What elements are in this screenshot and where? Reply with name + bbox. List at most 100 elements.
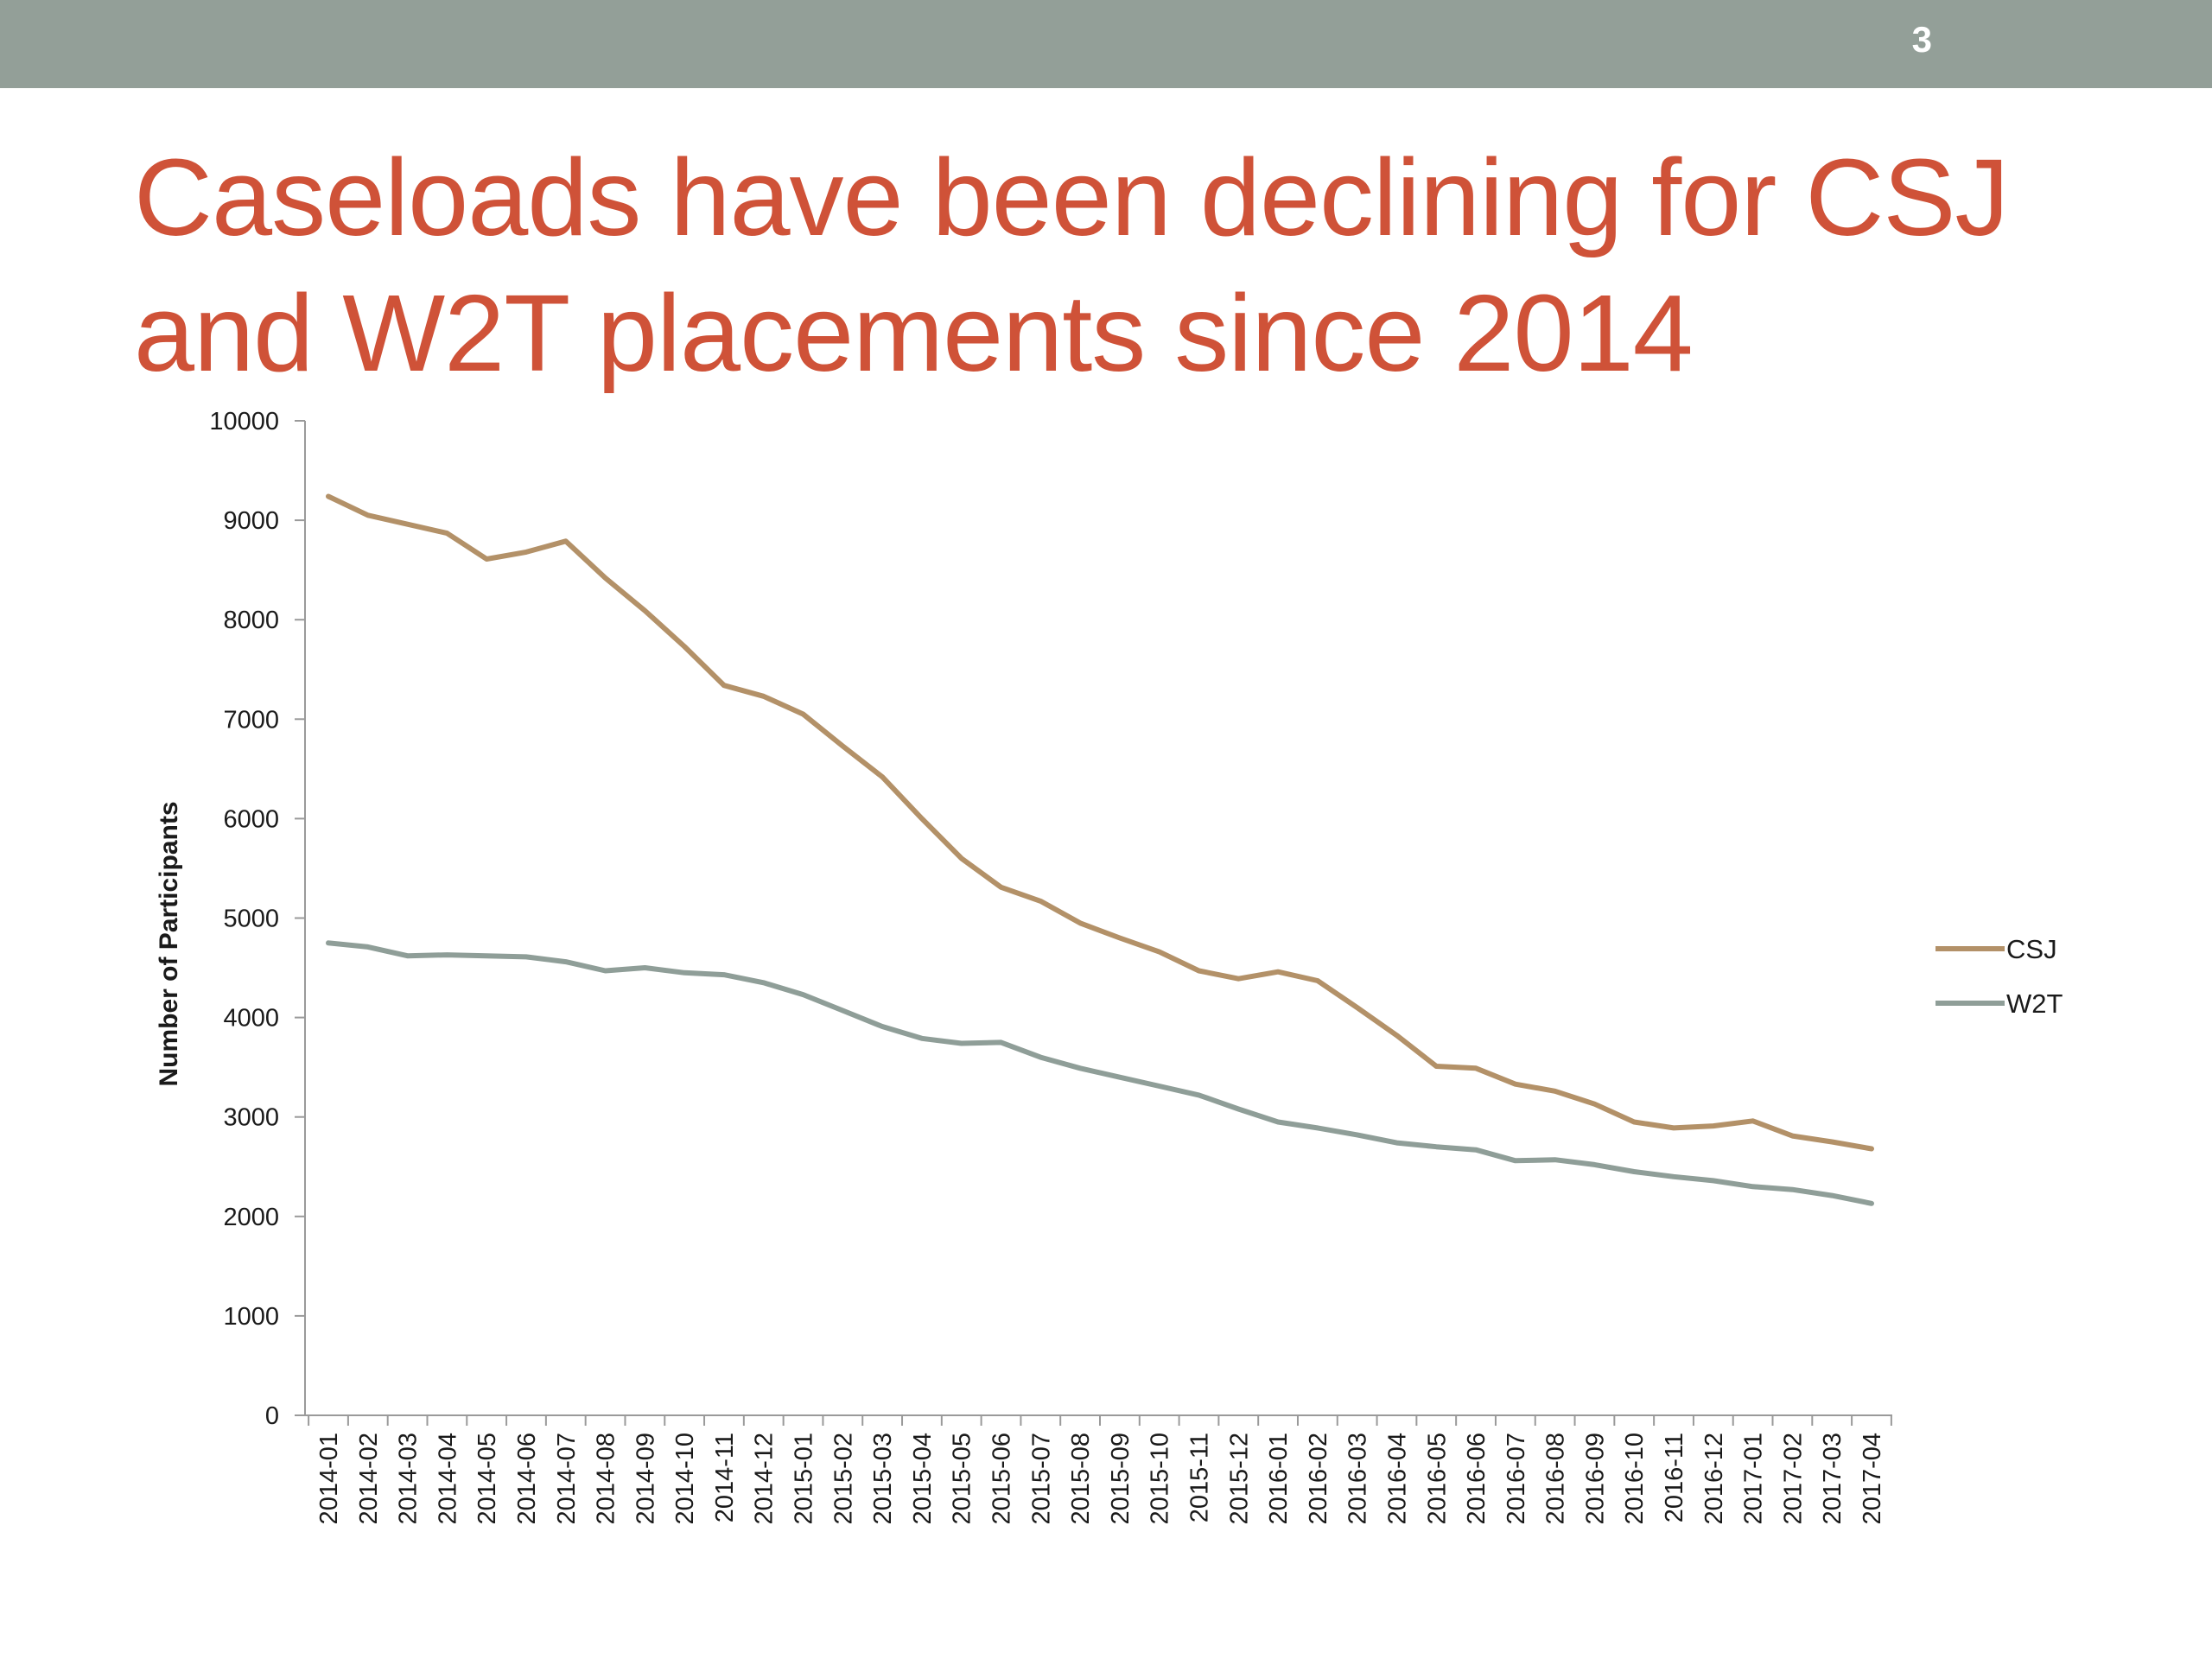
x-tick-label: 2014-08 <box>593 1433 620 1524</box>
data-point-w2t <box>366 945 370 949</box>
x-tick-label: 2015-12 <box>1225 1433 1253 1524</box>
data-point-csj <box>1039 899 1042 903</box>
data-point-csj <box>1632 1120 1636 1123</box>
x-tick-label: 2014-12 <box>751 1433 779 1524</box>
data-point-csj <box>841 744 844 747</box>
x-tick-label: 2014-04 <box>434 1433 461 1524</box>
x-tick-label: 2014-11 <box>711 1433 739 1522</box>
data-point-w2t <box>1158 1084 1161 1088</box>
data-point-csj <box>1790 1135 1794 1138</box>
data-point-csj <box>683 645 686 648</box>
legend-label-csj: CSJ <box>2006 934 2057 964</box>
x-tick-label: 2016-02 <box>1305 1433 1332 1524</box>
x-tick-label: 2017-02 <box>1779 1433 1807 1524</box>
data-point-csj <box>1197 969 1200 973</box>
data-point-csj <box>366 513 370 517</box>
data-point-w2t <box>722 973 726 976</box>
data-point-w2t <box>564 960 568 963</box>
series-line-w2t <box>326 940 1874 1206</box>
data-point-csj <box>920 817 924 820</box>
data-point-w2t <box>1039 1056 1042 1059</box>
data-point-csj <box>406 523 410 526</box>
data-point-csj <box>445 531 448 535</box>
y-tick-label: 10000 <box>209 408 279 435</box>
x-tick-label: 2014-02 <box>355 1433 383 1524</box>
x-tick-label: 2015-08 <box>1067 1433 1095 1524</box>
y-tick-label: 1000 <box>223 1303 279 1331</box>
data-point-w2t <box>1316 1126 1319 1129</box>
data-point-csj <box>960 856 963 860</box>
x-tick-label: 2016-05 <box>1423 1433 1451 1524</box>
data-point-csj <box>1395 1033 1398 1037</box>
x-tick-label: 2016-01 <box>1265 1433 1293 1524</box>
x-tick-label: 2014-07 <box>553 1433 581 1524</box>
data-point-w2t <box>1078 1066 1082 1070</box>
data-point-csj <box>1434 1065 1438 1068</box>
series-line-csj <box>326 493 1874 1152</box>
y-tick-label: 0 <box>265 1402 279 1430</box>
data-point-w2t <box>1000 1040 1003 1044</box>
x-tick-label: 2015-05 <box>949 1433 976 1524</box>
data-point-w2t <box>524 955 528 958</box>
data-point-csj <box>524 550 528 554</box>
data-point-w2t <box>1632 1170 1636 1173</box>
data-point-csj <box>1356 1006 1359 1009</box>
data-point-csj <box>1592 1103 1596 1106</box>
data-point-w2t <box>1474 1148 1478 1152</box>
data-point-w2t <box>445 953 448 957</box>
slide-title: Caseloads have been declining for CSJ an… <box>134 130 2121 401</box>
data-point-csj <box>604 576 607 580</box>
data-point-csj <box>880 775 884 779</box>
data-point-w2t <box>485 954 488 957</box>
x-tick-label: 2016-08 <box>1542 1433 1570 1524</box>
data-point-w2t <box>1790 1188 1794 1192</box>
data-point-w2t <box>920 1037 924 1040</box>
x-tick-label: 2017-04 <box>1859 1433 1886 1524</box>
data-point-csj <box>643 609 646 613</box>
data-point-w2t <box>1672 1175 1675 1179</box>
data-point-csj <box>1474 1066 1478 1070</box>
data-point-csj <box>722 683 726 687</box>
y-tick-label: 4000 <box>223 1005 279 1033</box>
x-tick-label: 2016-03 <box>1344 1433 1372 1524</box>
x-tick-label: 2016-12 <box>1700 1433 1728 1524</box>
y-tick-label: 2000 <box>223 1204 279 1231</box>
x-tick-label: 2016-11 <box>1661 1433 1688 1522</box>
data-point-w2t <box>1395 1141 1398 1145</box>
x-tick-label: 2015-04 <box>909 1433 937 1524</box>
data-point-csj <box>1158 950 1161 954</box>
data-point-w2t <box>841 1009 844 1013</box>
x-tick-label: 2016-07 <box>1503 1433 1530 1524</box>
data-point-w2t <box>1434 1145 1438 1148</box>
data-point-w2t <box>1197 1093 1200 1096</box>
data-point-w2t <box>406 954 410 957</box>
slide-title-line-1: Caseloads have been declining for CSJ <box>134 137 2009 258</box>
data-point-w2t <box>1356 1133 1359 1136</box>
y-tick-label: 7000 <box>223 706 279 734</box>
legend-label-w2t: W2T <box>2006 988 2063 1019</box>
x-tick-label: 2014-10 <box>671 1433 699 1524</box>
data-point-w2t <box>1276 1120 1280 1123</box>
data-point-csj <box>1276 970 1280 974</box>
data-point-csj <box>1118 937 1122 940</box>
x-tick-label: 2014-03 <box>395 1433 423 1524</box>
x-tick-label: 2015-01 <box>791 1433 818 1524</box>
x-tick-label: 2015-11 <box>1185 1433 1213 1522</box>
x-tick-label: 2017-03 <box>1819 1433 1847 1524</box>
data-point-csj <box>485 557 488 561</box>
slide-number: 3 <box>1911 19 1932 60</box>
y-tick-label: 8000 <box>223 607 279 634</box>
data-point-csj <box>1236 977 1240 981</box>
x-tick-label: 2014-06 <box>513 1433 541 1524</box>
data-point-w2t <box>1592 1163 1596 1166</box>
x-tick-label: 2015-02 <box>830 1433 857 1524</box>
data-point-w2t <box>1554 1158 1557 1161</box>
data-point-w2t <box>683 971 686 975</box>
data-point-w2t <box>1870 1202 1873 1205</box>
x-tick-label: 2016-04 <box>1383 1433 1411 1524</box>
x-tick-label: 2014-05 <box>474 1433 501 1524</box>
y-tick-label: 3000 <box>223 1104 279 1132</box>
y-tick-label: 9000 <box>223 507 279 535</box>
data-point-csj <box>1554 1090 1557 1093</box>
